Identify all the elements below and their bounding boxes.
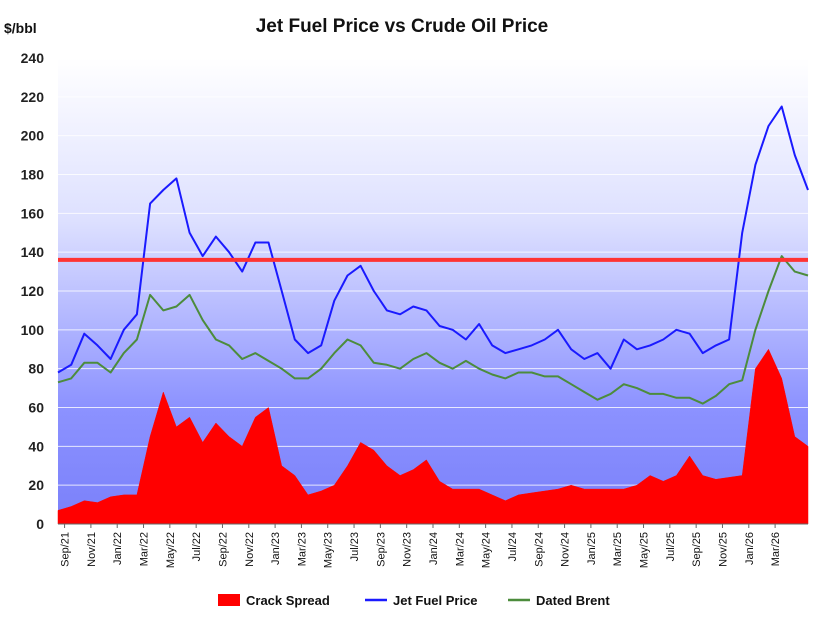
x-tick-label: May/22 (165, 532, 177, 568)
y-tick-label: 80 (28, 361, 44, 377)
legend-item-crack-spread: Crack Spread (218, 593, 330, 608)
y-tick-label: 160 (21, 205, 45, 221)
x-tick-label: Jul/23 (349, 532, 361, 561)
x-tick-label: Sep/25 (691, 532, 703, 567)
dated-brent-line (57, 255, 809, 405)
x-tick-label: Nov/24 (560, 532, 572, 567)
x-tick-label: Mar/26 (770, 532, 782, 566)
legend: Crack Spread Jet Fuel Price Dated Brent (218, 593, 610, 608)
legend-item-dated-brent: Dated Brent (508, 593, 610, 608)
y-tick-label: 40 (28, 438, 44, 454)
y-axis-label: $/bbl (4, 20, 37, 36)
x-tick-label: Jan/22 (112, 532, 124, 565)
y-tick-label: 240 (21, 50, 45, 66)
chart-title: Jet Fuel Price vs Crude Oil Price (256, 16, 549, 37)
x-tick-label: Jan/24 (428, 532, 440, 565)
x-tick-label: Jul/25 (665, 532, 677, 561)
x-tick-label: Jan/26 (744, 532, 756, 565)
x-tick-label: May/24 (481, 532, 493, 568)
x-tick-label: Sep/23 (375, 532, 387, 567)
legend-label: Dated Brent (536, 593, 610, 608)
x-tick-label: Mar/24 (454, 532, 466, 566)
x-tick-label: Sep/24 (533, 532, 545, 567)
x-tick-label: Nov/22 (244, 532, 256, 567)
y-tick-label: 20 (28, 477, 44, 493)
jet-fuel-price-line (57, 105, 809, 374)
legend-label: Jet Fuel Price (393, 593, 478, 608)
x-tick-label: May/23 (323, 532, 335, 568)
y-tick-label: 200 (21, 128, 45, 144)
x-tick-label: Sep/22 (217, 532, 229, 567)
x-tick-label: Jan/25 (586, 532, 598, 565)
legend-swatch (218, 594, 240, 606)
x-tick-label: Mar/23 (296, 532, 308, 566)
x-tick-label: Jul/22 (191, 532, 203, 561)
y-tick-label: 220 (21, 89, 45, 105)
y-tick-label: 0 (36, 516, 44, 532)
y-tick-label: 180 (21, 167, 45, 183)
y-tick-label: 140 (21, 244, 45, 260)
y-tick-label: 120 (21, 283, 45, 299)
x-tick-label: Mar/22 (139, 532, 151, 566)
y-tick-label: 100 (21, 322, 45, 338)
x-tick-label: Nov/21 (86, 532, 98, 567)
legend-label: Crack Spread (246, 593, 330, 608)
crack-spread-area (57, 348, 809, 525)
axes-layer: 0 20 40 60 80 100 120 140 160 180 200 220 240 Sep/21 N… (21, 50, 808, 568)
x-tick-label: Jul/24 (507, 532, 519, 561)
legend-item-jet-fuel-price: Jet Fuel Price (365, 593, 478, 608)
crack-spread-layer (57, 348, 809, 525)
x-tick-label: May/25 (639, 532, 651, 568)
x-tick-label: Sep/21 (60, 532, 72, 567)
x-tick-label: Nov/23 (402, 532, 414, 567)
x-tick-label: Nov/25 (717, 532, 729, 567)
x-tick-label: Jan/23 (270, 532, 282, 565)
x-tick-label: Mar/25 (612, 532, 624, 566)
lines-layer (57, 105, 809, 405)
y-tick-label: 60 (28, 400, 44, 416)
